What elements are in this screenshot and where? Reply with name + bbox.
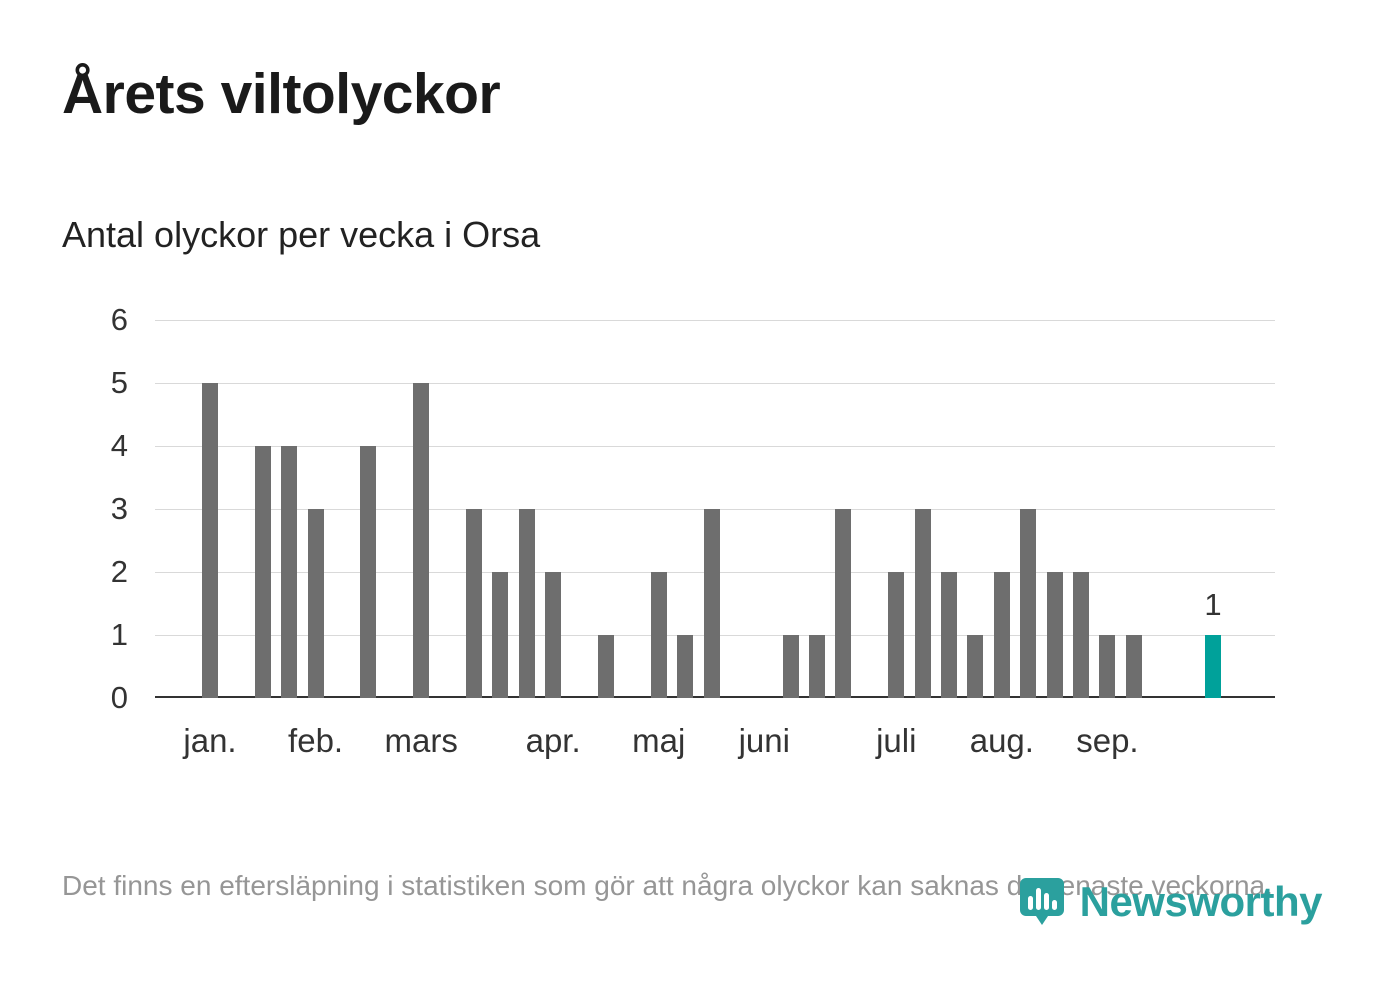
bar xyxy=(888,572,905,698)
page-title: Årets viltolyckor xyxy=(62,62,501,126)
bar xyxy=(1046,572,1063,698)
bar xyxy=(1020,509,1037,698)
y-tick-label: 2 xyxy=(110,554,128,589)
bar xyxy=(307,509,324,698)
bar xyxy=(254,446,271,698)
y-tick-label: 0 xyxy=(110,680,128,715)
bar xyxy=(703,509,720,698)
bar xyxy=(518,509,535,698)
bar xyxy=(809,635,826,698)
bar xyxy=(360,446,377,698)
gridline xyxy=(155,383,1275,384)
bar xyxy=(782,635,799,698)
bar xyxy=(281,446,298,698)
bar xyxy=(465,509,482,698)
x-tick-label: maj xyxy=(632,722,686,759)
chart-subtitle: Antal olyckor per vecka i Orsa xyxy=(62,214,541,255)
footer-note: Det finns en eftersläpning i statistiken… xyxy=(62,870,1273,901)
y-axis: 0 1 2 3 4 5 6 xyxy=(84,302,128,715)
x-tick-label: jan. xyxy=(183,722,237,759)
newsworthy-logo: Newsworthy xyxy=(1018,876,1323,928)
x-tick-label: juni xyxy=(738,722,790,759)
x-tick-label: feb. xyxy=(288,722,344,759)
newsworthy-logo-text: Newsworthy xyxy=(1079,878,1323,925)
y-tick-label: 6 xyxy=(110,302,128,337)
bar xyxy=(413,383,430,698)
bar xyxy=(967,635,984,698)
x-tick-label: mars xyxy=(384,722,458,759)
bar xyxy=(597,635,614,698)
x-tick-label: juli xyxy=(876,722,917,759)
bar xyxy=(492,572,509,698)
bar xyxy=(993,572,1010,698)
y-tick-label: 3 xyxy=(110,491,128,526)
y-tick-label: 5 xyxy=(110,365,128,400)
x-tick-label: sep. xyxy=(1076,722,1139,759)
bar xyxy=(677,635,694,698)
newsworthy-logo-icon xyxy=(1018,876,1066,928)
x-axis: jan. feb. mars apr. maj juni juli aug. sep. xyxy=(155,716,1275,768)
x-tick-label: aug. xyxy=(969,722,1034,759)
bar xyxy=(202,383,218,698)
last-bar-value-label: 1 xyxy=(1204,587,1222,622)
bar xyxy=(650,572,667,698)
y-tick-label: 4 xyxy=(110,428,128,463)
plot-area: 1 xyxy=(155,320,1275,698)
highlighted-bar xyxy=(1205,635,1221,698)
bar xyxy=(1073,572,1090,698)
gridline xyxy=(155,446,1275,447)
bar xyxy=(941,572,958,698)
x-tick-label: apr. xyxy=(525,722,581,759)
bar xyxy=(1125,635,1142,698)
bar xyxy=(914,509,931,698)
gridline xyxy=(155,320,1275,321)
bar xyxy=(1099,635,1116,698)
y-tick-label: 1 xyxy=(110,617,128,652)
bar xyxy=(545,572,562,698)
bar xyxy=(835,509,852,698)
